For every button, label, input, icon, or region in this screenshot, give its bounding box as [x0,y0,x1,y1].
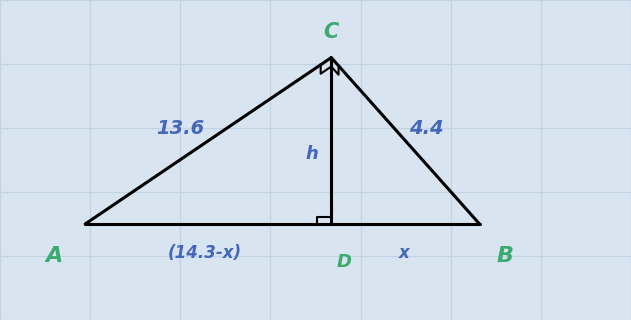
Text: (14.3-x): (14.3-x) [168,244,242,262]
Text: D: D [336,253,351,271]
Text: A: A [45,246,62,266]
Text: h: h [306,145,319,163]
Text: B: B [497,246,513,266]
Text: 4.4: 4.4 [409,118,443,138]
Text: 13.6: 13.6 [156,118,204,138]
Text: x: x [398,244,410,262]
Text: C: C [324,22,339,42]
